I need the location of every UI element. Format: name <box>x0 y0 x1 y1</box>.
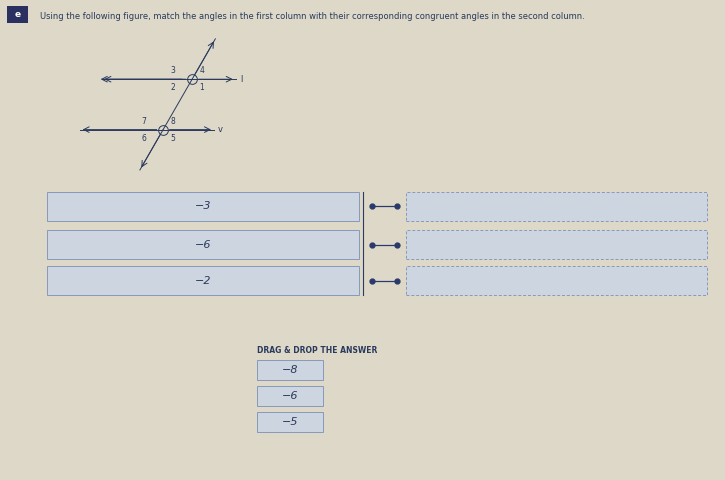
Text: −3: −3 <box>195 202 211 211</box>
Text: 7: 7 <box>141 117 146 126</box>
Text: −8: −8 <box>282 365 298 374</box>
Text: Using the following figure, match the angles in the first column with their corr: Using the following figure, match the an… <box>40 12 584 21</box>
Bar <box>257 386 323 406</box>
Bar <box>257 360 323 380</box>
Bar <box>406 230 707 259</box>
Text: 1: 1 <box>199 83 204 92</box>
Text: 4: 4 <box>199 66 204 75</box>
Text: 3: 3 <box>170 66 175 75</box>
Text: 8: 8 <box>170 117 175 126</box>
Bar <box>7 6 28 23</box>
Text: 2: 2 <box>170 83 175 92</box>
Text: −6: −6 <box>195 240 211 250</box>
Bar <box>47 230 359 259</box>
Text: −2: −2 <box>195 276 211 286</box>
Text: e: e <box>14 10 20 19</box>
Text: l: l <box>241 75 243 84</box>
Text: DRAG & DROP THE ANSWER: DRAG & DROP THE ANSWER <box>257 346 378 355</box>
Bar <box>47 192 359 221</box>
Text: −6: −6 <box>282 391 298 401</box>
Bar <box>406 266 707 295</box>
Bar <box>257 412 323 432</box>
Bar <box>406 192 707 221</box>
Text: 6: 6 <box>141 133 146 143</box>
Text: 5: 5 <box>170 133 175 143</box>
Bar <box>47 266 359 295</box>
Text: v: v <box>218 125 223 134</box>
Text: −5: −5 <box>282 418 298 427</box>
